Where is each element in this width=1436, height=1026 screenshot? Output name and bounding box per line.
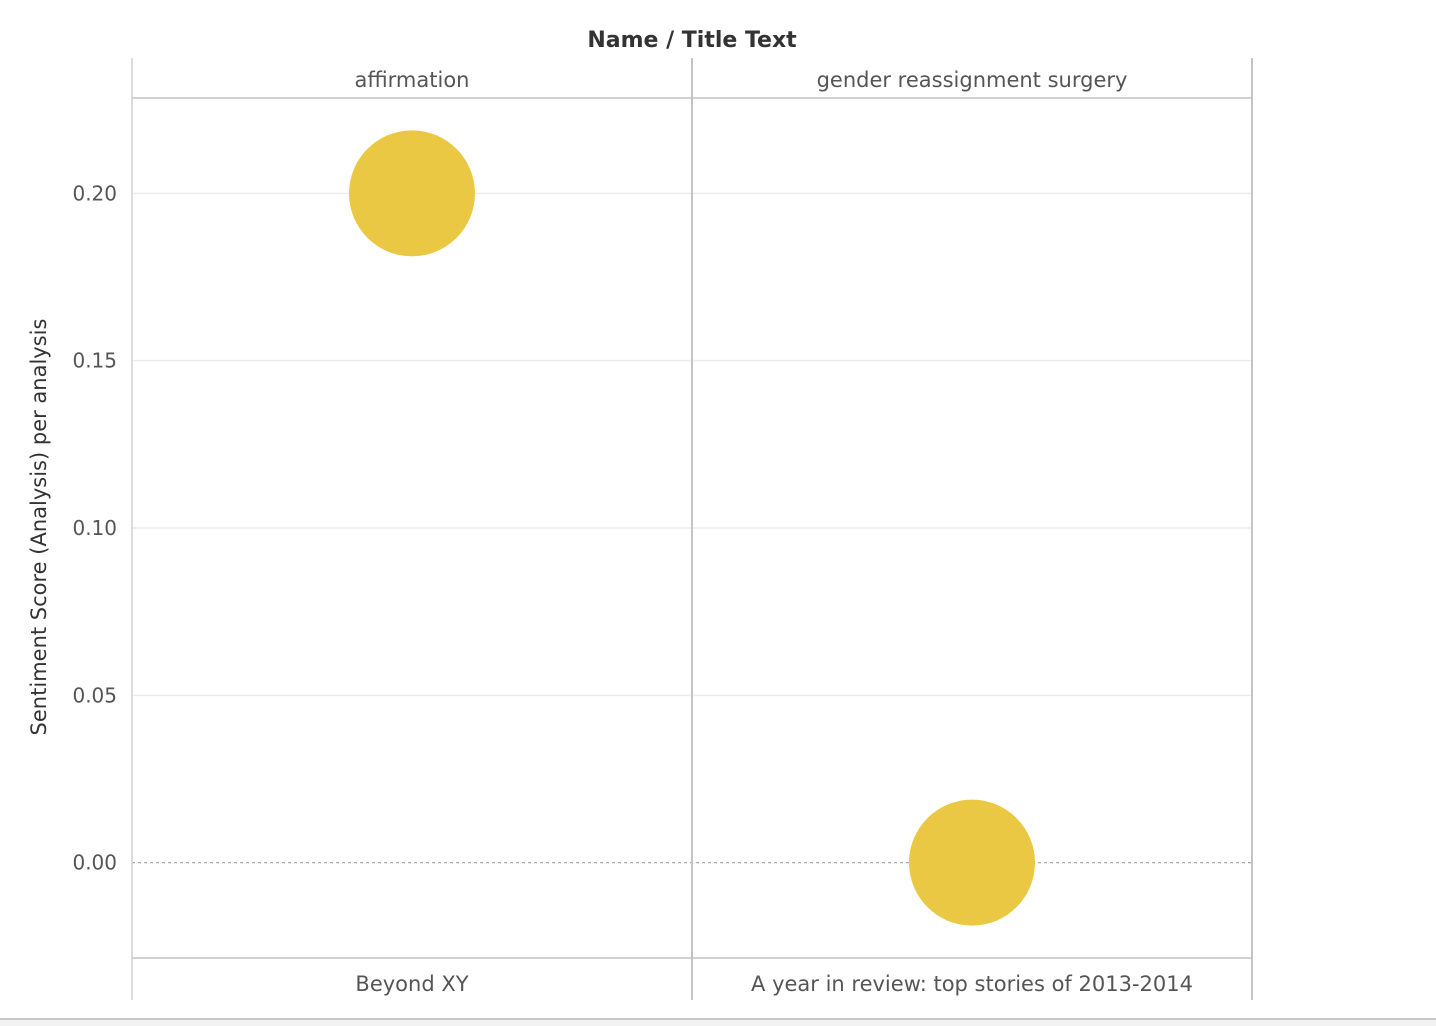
y-tick-label: 0.15 — [72, 349, 117, 373]
panel-header-gender-reassignment-surgery: gender reassignment surgery — [817, 68, 1128, 92]
panel-header-affirmation: affirmation — [355, 68, 470, 92]
y-tick-label: 0.05 — [72, 683, 117, 707]
y-tick-label: 0.10 — [72, 516, 117, 540]
bottom-scroll-bar — [0, 1018, 1436, 1026]
panel-frame — [131, 58, 1253, 1000]
panel-footer-beyond-xy: Beyond XY — [355, 972, 468, 996]
data-point-gender-reassignment-surgery[interactable] — [909, 799, 1035, 926]
y-tick-label: 0.20 — [72, 181, 117, 205]
panel-footer-year-in-review: A year in review: top stories of 2013-20… — [751, 972, 1193, 996]
marks — [349, 130, 1035, 926]
y-axis-label: Sentiment Score (Analysis) per analysis — [27, 319, 51, 736]
chart-title: Name / Title Text — [587, 28, 797, 53]
data-point-affirmation[interactable] — [349, 130, 475, 257]
y-tick-label: 0.00 — [72, 851, 117, 875]
